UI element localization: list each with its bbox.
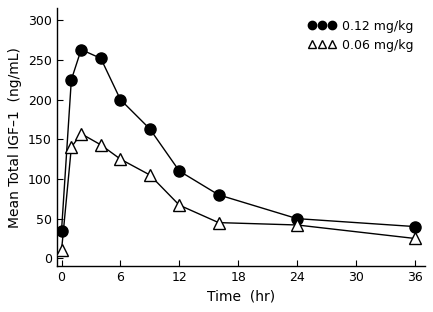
0.12 mg/kg [78, 48, 84, 51]
0.12 mg/kg [216, 193, 221, 197]
0.12 mg/kg [294, 217, 300, 221]
0.06 mg/kg [177, 203, 182, 207]
0.12 mg/kg [98, 56, 103, 60]
Legend: 0.12 mg/kg, 0.06 mg/kg: 0.12 mg/kg, 0.06 mg/kg [303, 15, 418, 57]
0.06 mg/kg [216, 221, 221, 224]
0.06 mg/kg [118, 157, 123, 161]
0.06 mg/kg [147, 173, 152, 177]
0.06 mg/kg [412, 236, 417, 240]
Line: 0.12 mg/kg: 0.12 mg/kg [56, 44, 420, 236]
0.12 mg/kg [59, 229, 64, 232]
Y-axis label: Mean Total IGF–1  (ng/mL): Mean Total IGF–1 (ng/mL) [8, 47, 23, 228]
0.12 mg/kg [177, 169, 182, 173]
0.12 mg/kg [69, 78, 74, 82]
0.06 mg/kg [78, 132, 84, 136]
0.06 mg/kg [294, 223, 300, 227]
X-axis label: Time  (hr): Time (hr) [207, 290, 275, 304]
Line: 0.06 mg/kg: 0.06 mg/kg [56, 128, 420, 256]
0.06 mg/kg [98, 143, 103, 147]
0.06 mg/kg [59, 248, 64, 252]
0.06 mg/kg [69, 145, 74, 149]
0.12 mg/kg [412, 225, 417, 228]
0.12 mg/kg [118, 98, 123, 101]
0.12 mg/kg [147, 127, 152, 131]
